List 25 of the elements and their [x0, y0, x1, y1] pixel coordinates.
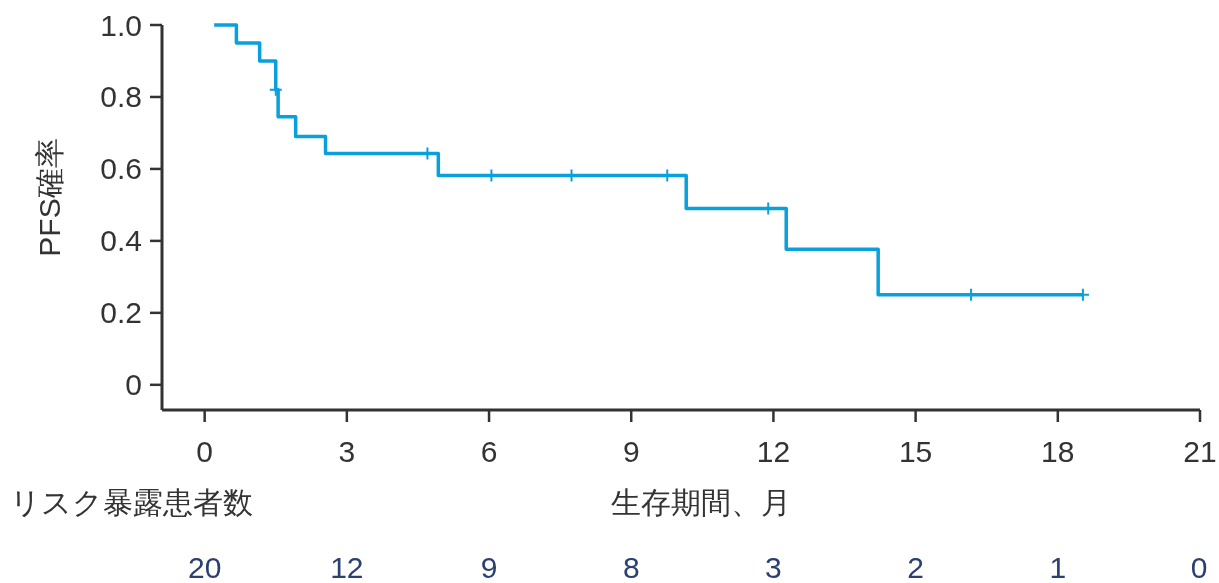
x-axis-title: 生存期間、月 — [611, 486, 791, 519]
y-tick-label: 0.8 — [100, 80, 142, 114]
x-tick-label: 0 — [196, 435, 213, 468]
y-axis-title: PFS確率 — [33, 138, 66, 257]
x-tick-label: 9 — [622, 435, 640, 468]
y-tick-label: 0 — [125, 368, 142, 402]
text: 9 — [480, 551, 498, 583]
y-tick-label: 0.6 — [100, 152, 142, 186]
x-tick-label: 21 — [1183, 435, 1217, 468]
text: 0 — [1190, 551, 1208, 583]
y-tick-label: 0.2 — [100, 296, 142, 330]
text: 20 — [187, 551, 222, 583]
text: 8 — [622, 551, 640, 583]
x-tick-label: 6 — [480, 435, 498, 468]
text: リスク暴露患者数 — [10, 486, 253, 519]
x-tick-label: 15 — [898, 435, 933, 468]
x-tick-label: 12 — [756, 435, 791, 468]
text: 2 — [907, 551, 924, 583]
text: 3 — [765, 551, 782, 583]
text: 12 — [330, 551, 364, 583]
x-tick-label: 18 — [1041, 435, 1075, 468]
y-tick-label: 0.4 — [100, 224, 142, 258]
text: 1 — [1049, 551, 1067, 583]
y-tick-label: 1.0 — [100, 8, 142, 42]
x-tick-label: 3 — [338, 435, 356, 468]
